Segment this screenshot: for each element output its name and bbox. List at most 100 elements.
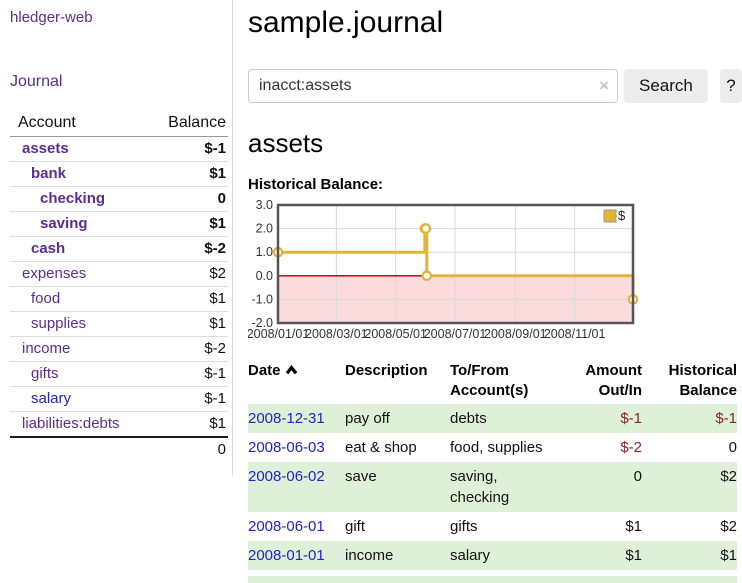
transaction-accounts: saving, checking bbox=[450, 462, 560, 512]
transaction-balance: $-1 bbox=[642, 404, 737, 433]
account-balance: $1 bbox=[144, 211, 228, 237]
account-row-liabilities-debts: liabilities:debts $1 bbox=[10, 411, 228, 437]
account-link-liabilities-debts[interactable]: liabilities:debts bbox=[22, 415, 120, 432]
transaction-accounts: debts bbox=[450, 404, 560, 433]
transaction-description: gift bbox=[345, 518, 366, 535]
account-balance: $2 bbox=[144, 261, 228, 287]
register-header-amount: Amount Out/In bbox=[585, 362, 642, 399]
register-header-account: To/From Account(s) bbox=[450, 362, 529, 399]
accounts-total-row: 0 bbox=[10, 436, 228, 462]
account-link-supplies[interactable]: supplies bbox=[31, 315, 87, 332]
transaction-amount: $-1 bbox=[560, 404, 642, 433]
transaction-date-link[interactable]: 2008-12-31 bbox=[248, 410, 325, 427]
svg-text:2008/05/01: 2008/05/01 bbox=[364, 327, 427, 341]
transaction-date-link[interactable]: 2008-06-01 bbox=[248, 518, 325, 535]
transaction-date-link[interactable]: 2008-06-02 bbox=[248, 468, 325, 485]
svg-text:0.0: 0.0 bbox=[256, 269, 273, 283]
search-input[interactable] bbox=[248, 69, 618, 103]
register-header-balance: Historical Balance bbox=[668, 362, 737, 399]
account-row-food: food $1 bbox=[10, 286, 228, 312]
svg-text:2008/09/01: 2008/09/01 bbox=[484, 327, 547, 341]
transaction-amount: $-2 bbox=[620, 439, 642, 456]
account-link-assets[interactable]: assets bbox=[22, 140, 69, 157]
account-balance: $1 bbox=[144, 161, 228, 187]
account-link-income[interactable]: income bbox=[22, 340, 71, 357]
transaction-accounts: salary bbox=[450, 541, 560, 570]
accounts-header-balance: Balance bbox=[144, 112, 228, 137]
table-row: 2008-06-02 save saving, checking 0 $2 bbox=[248, 462, 737, 512]
svg-text:2008/07/01: 2008/07/01 bbox=[424, 327, 487, 341]
account-balance: $-2 bbox=[144, 236, 228, 262]
sort-ascending-icon bbox=[285, 361, 298, 381]
chart-title: Historical Balance: bbox=[248, 176, 384, 193]
transaction-description: income bbox=[345, 541, 450, 570]
svg-text:-2.0: -2.0 bbox=[251, 316, 273, 330]
transaction-amount: 0 bbox=[560, 462, 642, 512]
account-row-expenses: expenses $2 bbox=[10, 261, 228, 287]
transaction-amount: $1 bbox=[625, 518, 642, 535]
accounts-total-value: 0 bbox=[144, 436, 228, 462]
svg-text:1.0: 1.0 bbox=[256, 245, 273, 259]
account-balance: $-1 bbox=[144, 136, 228, 162]
sidebar: hledger-web Journal Account Balance asse… bbox=[0, 0, 233, 476]
transaction-accounts: food, supplies bbox=[450, 439, 543, 456]
account-balance: $-1 bbox=[144, 386, 228, 412]
transaction-amount: $1 bbox=[560, 541, 642, 570]
help-button[interactable]: ? bbox=[719, 69, 742, 103]
table-row: 2008-06-03 eat & shop food, supplies $-2… bbox=[248, 433, 737, 462]
svg-text:2008/11/01: 2008/11/01 bbox=[544, 327, 606, 341]
account-link-expenses[interactable]: expenses bbox=[22, 265, 87, 282]
accounts-tree-table: Account Balance assets $-1 bank $1 check… bbox=[10, 112, 228, 462]
svg-text:$: $ bbox=[618, 208, 626, 223]
transaction-balance: 0 bbox=[728, 439, 737, 456]
account-balance: $-1 bbox=[144, 361, 228, 387]
search-button[interactable]: Search bbox=[624, 69, 708, 103]
account-link-cash[interactable]: cash bbox=[31, 240, 66, 257]
main-content: sample.journal × Search ? assets Histori… bbox=[248, 0, 742, 583]
account-link-food[interactable]: food bbox=[31, 290, 61, 307]
account-balance: $-2 bbox=[144, 336, 228, 362]
account-link-saving[interactable]: saving bbox=[40, 215, 88, 232]
sidebar-item-journal[interactable]: Journal bbox=[10, 73, 63, 90]
register-header-description: Description bbox=[345, 362, 428, 379]
account-link-checking[interactable]: checking bbox=[40, 190, 106, 207]
page-title: sample.journal bbox=[248, 6, 444, 39]
app-brand-link[interactable]: hledger-web bbox=[10, 9, 93, 26]
account-balance: 0 bbox=[144, 186, 228, 212]
svg-text:2008/01/01: 2008/01/01 bbox=[248, 327, 309, 341]
transaction-description: save bbox=[345, 462, 450, 512]
transaction-date-link[interactable]: 2008-01-01 bbox=[248, 547, 325, 564]
search-form: × Search ? bbox=[248, 69, 742, 103]
table-row: 2008-06-01 gift gifts $1 $2 bbox=[248, 512, 737, 541]
table-row-partial bbox=[248, 576, 737, 583]
account-row-assets: assets $-1 bbox=[10, 136, 228, 162]
account-link-salary[interactable]: salary bbox=[31, 390, 72, 407]
transaction-date-link[interactable]: 2008-06-03 bbox=[248, 439, 325, 456]
transaction-balance: $1 bbox=[642, 541, 737, 570]
register-table: Date Description To/From Account(s) Amou… bbox=[248, 358, 737, 570]
transaction-balance: $2 bbox=[720, 518, 737, 535]
account-row-cash: cash $-2 bbox=[10, 236, 228, 262]
transaction-accounts: gifts bbox=[450, 518, 478, 535]
svg-text:-1.0: -1.0 bbox=[251, 292, 273, 306]
register-header-date[interactable]: Date bbox=[248, 358, 345, 404]
transaction-description: eat & shop bbox=[345, 439, 417, 456]
table-row: 2008-01-01 income salary $1 $1 bbox=[248, 541, 737, 570]
historical-balance-chart: 3.0 2.0 1.0 0.0 -1.0 -2.02008/01/012008/03/01… bbox=[248, 198, 639, 341]
transaction-balance: $2 bbox=[642, 462, 737, 512]
account-row-saving: saving $1 bbox=[10, 211, 228, 237]
account-link-bank[interactable]: bank bbox=[31, 165, 67, 182]
transaction-description: pay off bbox=[345, 404, 450, 433]
account-link-gifts[interactable]: gifts bbox=[31, 365, 59, 382]
svg-text:3.0: 3.0 bbox=[256, 198, 273, 212]
clear-search-icon[interactable]: × bbox=[599, 76, 609, 95]
accounts-header-account: Account bbox=[10, 112, 145, 137]
account-row-income: income $-2 bbox=[10, 336, 228, 362]
account-row-salary: salary $-1 bbox=[10, 386, 228, 412]
account-row-gifts: gifts $-1 bbox=[10, 361, 228, 387]
account-balance: $1 bbox=[144, 411, 228, 437]
account-page-title: assets bbox=[248, 128, 324, 158]
account-row-checking: checking 0 bbox=[10, 186, 228, 212]
account-balance: $1 bbox=[144, 311, 228, 337]
svg-text:2008/03/01: 2008/03/01 bbox=[305, 327, 368, 341]
